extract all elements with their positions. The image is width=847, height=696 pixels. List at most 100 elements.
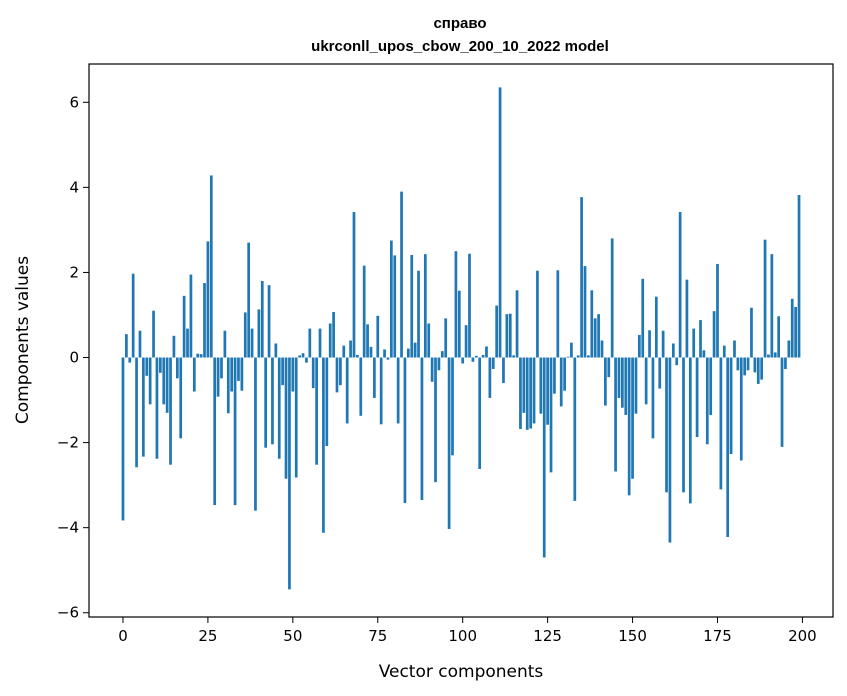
y-axis-ticks: −6 −4 −2 0 2 4 6: [57, 93, 89, 622]
bar-34: [237, 357, 240, 381]
bar-52: [298, 355, 301, 358]
y-tick-label: 4: [69, 178, 79, 196]
bar-36: [243, 312, 247, 358]
bar-82: [400, 191, 403, 358]
bar-60: [325, 357, 329, 446]
bar-170: [699, 320, 702, 358]
bar-30: [223, 330, 227, 358]
bar-133: [573, 357, 577, 501]
bar-172: [705, 357, 709, 445]
bar-75: [376, 315, 380, 358]
bar-134: [576, 355, 580, 358]
bar-169: [695, 357, 699, 438]
bar-39: [254, 357, 257, 511]
bar-163: [675, 357, 679, 366]
bar-98: [454, 251, 458, 358]
bar-58: [318, 328, 322, 358]
bar-124: [542, 357, 546, 558]
bar-47: [281, 357, 285, 386]
bar-144: [610, 238, 614, 358]
bar-25: [206, 241, 210, 358]
bar-66: [345, 357, 349, 424]
y-tick-label: 2: [69, 263, 79, 281]
bar-56: [311, 357, 315, 389]
bar-166: [685, 279, 689, 358]
bar-55: [308, 328, 312, 358]
bar-149: [627, 357, 631, 496]
y-axis-label: Components values: [13, 256, 33, 424]
bar-64: [339, 357, 342, 386]
bar-112: [502, 357, 505, 384]
bar-113: [505, 314, 509, 358]
bar-142: [604, 357, 607, 406]
bar-3: [131, 273, 135, 358]
bar-145: [614, 357, 617, 472]
plot-frame: [88, 63, 834, 618]
bar-38: [250, 328, 254, 358]
bar-23: [199, 354, 203, 358]
bar-195: [784, 357, 787, 370]
bar-106: [481, 354, 485, 358]
bar-76: [379, 357, 383, 425]
bar-67: [349, 340, 352, 358]
bar-121: [532, 357, 536, 424]
bar-19: [186, 328, 189, 358]
bar-42: [264, 357, 268, 448]
bar-83: [403, 357, 407, 503]
bar-179: [729, 357, 733, 455]
bar-18: [182, 295, 186, 358]
bar-13: [165, 357, 169, 413]
bar-120: [529, 357, 533, 429]
bar-123: [539, 357, 543, 414]
bar-178: [726, 357, 730, 538]
x-tick-label: 150: [618, 627, 647, 645]
bar-22: [196, 353, 200, 358]
bar-115: [512, 355, 516, 358]
bar-153: [641, 278, 645, 358]
bar-79: [389, 240, 393, 358]
bar-189: [763, 239, 767, 358]
bar-63: [335, 357, 339, 393]
bar-165: [682, 357, 685, 493]
bar-90: [427, 323, 431, 358]
bar-68: [352, 212, 356, 358]
x-tick-label: 175: [703, 627, 732, 645]
x-axis-label: Vector components: [379, 662, 544, 682]
bar-70: [359, 357, 363, 416]
bar-154: [644, 357, 648, 405]
bar-110: [495, 305, 499, 358]
bar-150: [631, 357, 634, 479]
bar-78: [386, 357, 390, 360]
x-tick-label: 100: [448, 627, 477, 645]
bar-73: [369, 346, 373, 358]
bar-158: [658, 357, 662, 389]
bar-182: [739, 357, 743, 461]
bar-93: [437, 357, 441, 371]
bar-175: [716, 263, 719, 358]
x-tick-label: 0: [118, 627, 128, 645]
bar-84: [406, 348, 410, 358]
bar-1: [125, 334, 128, 358]
bar-27: [213, 357, 217, 506]
bar-128: [556, 270, 560, 358]
bar-26: [209, 175, 213, 358]
bar-95: [444, 318, 448, 358]
bar-191: [770, 254, 774, 358]
x-tick-label: 200: [788, 627, 817, 645]
bar-31: [226, 357, 230, 414]
bar-160: [665, 357, 668, 493]
bar-87: [417, 270, 420, 358]
bar-164: [678, 212, 682, 358]
bar-72: [366, 324, 369, 358]
bar-94: [440, 351, 444, 358]
bar-43: [267, 285, 271, 358]
bar-6: [141, 357, 145, 457]
bar-114: [508, 313, 512, 358]
bar-192: [773, 352, 777, 358]
bar-143: [607, 357, 611, 378]
bar-85: [410, 254, 414, 358]
bar-199: [797, 195, 801, 358]
chart-title: справо: [433, 15, 486, 32]
bar-193: [777, 316, 781, 358]
bar-198: [794, 306, 797, 358]
